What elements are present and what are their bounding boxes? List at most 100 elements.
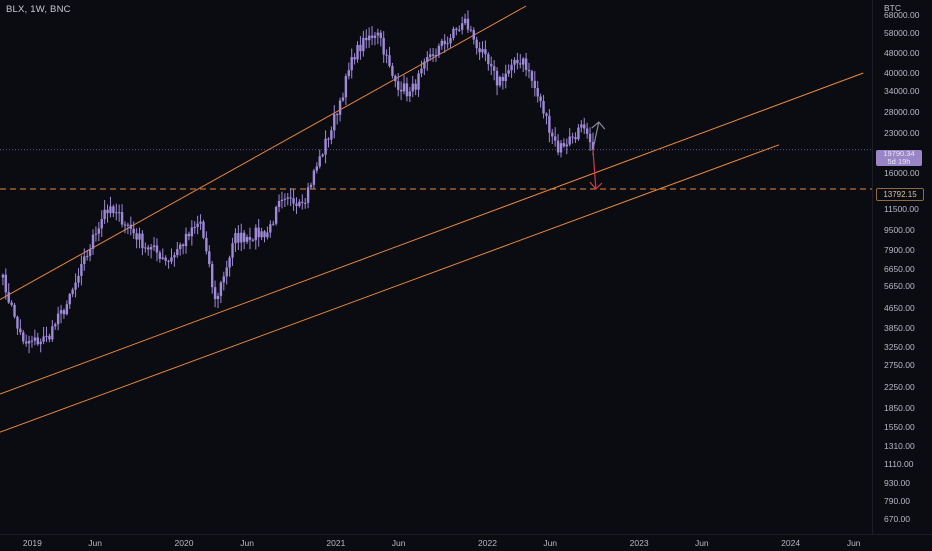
y-tick-label: 670.00	[884, 513, 910, 524]
candle-body	[513, 59, 516, 65]
price-chart[interactable]	[0, 0, 872, 534]
candle-body	[147, 247, 150, 250]
candle-body	[251, 239, 255, 241]
candle-body	[24, 341, 28, 344]
candle-body	[295, 203, 298, 206]
candle-body	[568, 136, 571, 145]
candle-body	[469, 29, 473, 31]
candle-body	[551, 132, 554, 137]
candle-body	[426, 57, 429, 62]
candle-body	[208, 251, 211, 265]
candle-body	[54, 324, 57, 327]
candle-body	[141, 233, 144, 249]
candle-body	[452, 28, 455, 39]
candle-body	[356, 44, 359, 60]
candle-body	[237, 233, 240, 243]
x-tick-label: Jun	[88, 538, 102, 548]
current-price-badge: 19790.34 5d 19h	[876, 150, 922, 166]
candle-body	[68, 294, 71, 305]
candle-body	[126, 224, 130, 226]
time-axis[interactable]	[0, 534, 932, 551]
candle-body	[272, 223, 275, 225]
y-tick-label: 790.00	[884, 495, 910, 506]
candle-body	[292, 198, 295, 204]
annotations	[589, 121, 606, 190]
candle-body	[210, 264, 214, 288]
price-axis[interactable]	[872, 0, 932, 534]
candle-body	[184, 233, 188, 247]
candle-body	[530, 71, 534, 81]
candle-body	[228, 257, 231, 268]
candle-body	[460, 23, 464, 30]
candle-body	[539, 96, 542, 102]
candle-body	[263, 231, 266, 238]
candle-body	[327, 138, 330, 140]
candle-body	[362, 37, 365, 52]
candle-body	[501, 76, 505, 82]
candle-body	[411, 83, 414, 92]
candle-body	[39, 341, 42, 345]
candle-body	[408, 91, 412, 97]
candle-body	[495, 70, 499, 86]
candle-body	[1, 274, 5, 278]
candle-body	[533, 80, 537, 89]
candle-body	[132, 228, 135, 234]
candle-body	[388, 55, 391, 67]
candle-body	[324, 138, 327, 155]
candle-body	[475, 39, 478, 49]
candle-body	[196, 223, 199, 228]
candle-body	[155, 245, 159, 253]
y-tick-label: 3850.00	[884, 323, 915, 333]
x-tick-label: 2022	[478, 538, 497, 548]
candle-body	[455, 28, 458, 31]
y-tick-label: 48000.00	[884, 48, 920, 59]
candle-body	[205, 237, 208, 252]
candle-body	[507, 70, 510, 74]
x-tick-label: 2019	[22, 538, 42, 548]
candle-body	[219, 282, 223, 296]
candle-body	[367, 35, 371, 41]
candle-body	[309, 184, 313, 188]
candle-body	[301, 201, 304, 203]
candle-body	[33, 337, 37, 341]
candle-body	[103, 209, 106, 220]
candle-body	[120, 212, 124, 225]
candle-body	[428, 54, 432, 58]
candle-body	[344, 76, 348, 98]
candle-body	[397, 81, 400, 90]
candle-body	[556, 140, 560, 153]
candle-body	[283, 198, 287, 200]
candle-body	[565, 144, 568, 147]
candle-body	[382, 37, 385, 55]
candle-body	[321, 154, 324, 157]
candle-body	[481, 49, 484, 53]
y-tick-label: 34000.00	[884, 85, 920, 96]
candle-body	[222, 276, 226, 283]
axis-currency-label: BTC	[884, 3, 901, 13]
candle-body	[260, 231, 263, 238]
y-tick-label: 1310.00	[884, 440, 915, 451]
candle-body	[193, 227, 196, 229]
candle-body	[585, 128, 589, 134]
candle-body	[379, 32, 382, 38]
candle-body	[51, 326, 54, 340]
candle-body	[213, 287, 217, 300]
candle-body	[88, 248, 92, 256]
candle-body	[487, 54, 490, 65]
candle-body	[577, 127, 580, 140]
candle-body	[478, 48, 481, 53]
y-tick-label: 58000.00	[884, 27, 920, 38]
candle-body	[158, 252, 162, 259]
candle-body	[77, 275, 80, 283]
bearish-arrow	[592, 149, 597, 190]
candle-body	[571, 136, 574, 138]
bar-countdown: 5d 19h	[887, 157, 911, 166]
bearish-arrow-head	[589, 181, 603, 190]
candle-body	[490, 64, 493, 67]
y-tick-label: 1850.00	[884, 402, 915, 413]
y-tick-label: 930.00	[884, 477, 910, 488]
candle-body	[472, 30, 475, 40]
symbol-title[interactable]: BLX, 1W, BNC	[6, 4, 71, 15]
candle-body	[583, 124, 586, 129]
candle-body	[56, 313, 60, 325]
